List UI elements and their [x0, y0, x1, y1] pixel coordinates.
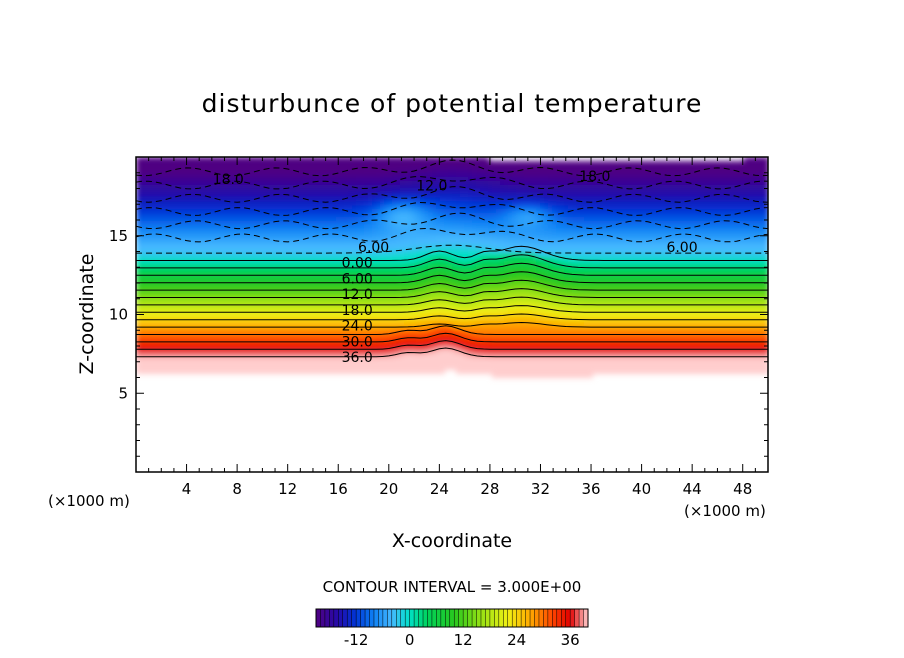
- colorbar-tick-label: 24: [507, 631, 526, 649]
- contour-label: 0.00: [342, 256, 373, 272]
- contour-label: 18.0: [579, 169, 610, 185]
- x-tick-label: 44: [683, 480, 702, 498]
- chart-title: disturbunce of potential temperature: [202, 89, 703, 118]
- contour-label: 18.0: [213, 172, 244, 188]
- contour-label: 36.0: [342, 350, 373, 366]
- x-axis-label: X-coordinate: [392, 530, 512, 552]
- contour-label: 30.0: [342, 334, 373, 350]
- contour-label: 6.00: [358, 240, 389, 256]
- contour-label: 18.0: [342, 303, 373, 319]
- contour-label: 12.0: [342, 287, 373, 303]
- x-tick-label: 16: [329, 480, 348, 498]
- x-tick-label: 8: [232, 480, 242, 498]
- colorbar-tick-label: 36: [561, 631, 580, 649]
- colorbar-tick-label: 12: [454, 631, 473, 649]
- x-units-right: (×1000 m): [684, 502, 766, 520]
- colorbar: -12 0 12 24 36: [316, 609, 589, 649]
- y-tick-label: 5: [118, 384, 128, 402]
- y-tick-label: 15: [109, 227, 128, 245]
- x-tick-label: 48: [733, 480, 752, 498]
- colorbar-tick-label: -12: [344, 631, 369, 649]
- x-tick-label: 4: [182, 480, 192, 498]
- x-tick-label: 12: [278, 480, 297, 498]
- y-axis-label: Z-coordinate: [76, 254, 98, 375]
- contour-label: 24.0: [342, 319, 373, 335]
- colorbar-tick-label: 0: [405, 631, 415, 649]
- contour-label: 6.00: [666, 240, 697, 256]
- y-tick-label: 10: [109, 306, 128, 324]
- x-tick-label: 20: [379, 480, 398, 498]
- contour-label: 12.0: [416, 178, 447, 194]
- x-tick-label: 40: [632, 480, 651, 498]
- x-tick-label: 32: [531, 480, 550, 498]
- x-tick-label: 24: [430, 480, 449, 498]
- x-tick-label: 28: [480, 480, 499, 498]
- x-units-left: (×1000 m): [48, 492, 130, 510]
- contour-interval-label: CONTOUR INTERVAL = 3.000E+00: [323, 578, 582, 596]
- x-tick-label: 36: [581, 480, 600, 498]
- contour-label: 6.00: [342, 271, 373, 287]
